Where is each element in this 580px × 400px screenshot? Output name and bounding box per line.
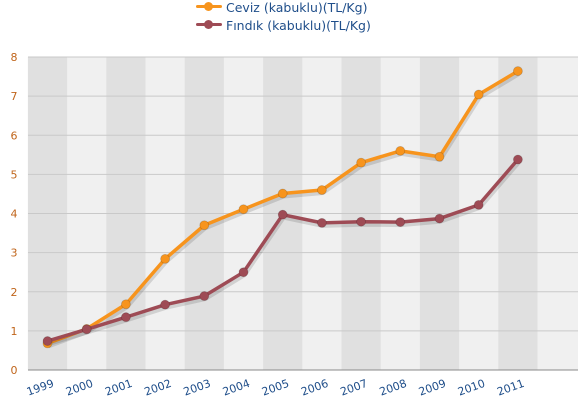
x-tick-label: 2005	[260, 377, 291, 399]
data-point-1	[356, 216, 367, 227]
data-point-0	[199, 220, 210, 231]
y-tick-label: 2	[11, 286, 18, 299]
x-tick-label: 2001	[103, 377, 134, 399]
data-point-1	[160, 299, 171, 310]
data-point-1	[199, 291, 210, 301]
y-tick-label: 7	[11, 90, 18, 103]
data-point-1	[395, 217, 406, 228]
legend-label-ceviz: Ceviz (kabuklu)(TL/Kg)	[226, 0, 368, 15]
y-tick-label: 0	[11, 364, 18, 377]
data-point-1	[277, 209, 288, 220]
data-point-0	[121, 299, 131, 310]
legend-swatch-ceviz	[196, 0, 222, 16]
data-point-1	[238, 267, 249, 278]
x-tick-label: 2007	[339, 377, 370, 399]
x-tick-label: 2000	[64, 377, 95, 399]
legend-item-findik[interactable]: Fındık (kabuklu)(TL/Kg)	[196, 16, 371, 34]
data-point-0	[513, 66, 523, 76]
x-tick-label: 2002	[143, 377, 174, 399]
legend-swatch-findik	[196, 16, 222, 34]
x-tick-label: 1999	[25, 377, 56, 399]
x-tick-label: 2010	[456, 377, 487, 399]
data-point-1	[513, 154, 523, 165]
data-point-1	[473, 199, 484, 210]
data-point-0	[316, 185, 327, 195]
data-point-1	[434, 213, 445, 224]
data-point-0	[356, 157, 367, 168]
data-point-1	[42, 336, 53, 346]
y-tick-label: 8	[11, 51, 18, 64]
x-tick-label: 2003	[182, 377, 213, 399]
data-point-1	[121, 312, 131, 323]
y-tick-label: 3	[11, 247, 18, 260]
x-tick-label: 2009	[417, 377, 448, 399]
x-tick-label: 2008	[378, 377, 409, 399]
y-tick-label: 6	[11, 129, 18, 142]
data-point-0	[160, 253, 171, 264]
y-tick-label: 1	[11, 325, 18, 338]
data-point-0	[395, 145, 406, 156]
data-point-0	[434, 151, 445, 162]
data-point-0	[473, 89, 484, 100]
x-tick-label: 2004	[221, 377, 252, 399]
legend-item-ceviz[interactable]: Ceviz (kabuklu)(TL/Kg)	[196, 0, 367, 16]
data-point-1	[81, 324, 92, 335]
legend-label-findik: Fındık (kabuklu)(TL/Kg)	[226, 17, 371, 33]
y-tick-label: 4	[11, 208, 18, 221]
data-point-0	[277, 188, 288, 199]
data-point-0	[238, 204, 249, 215]
x-tick-label: 2006	[299, 377, 330, 399]
x-tick-label: 2011	[495, 377, 526, 399]
data-point-1	[316, 217, 327, 228]
y-tick-label: 5	[11, 168, 18, 181]
